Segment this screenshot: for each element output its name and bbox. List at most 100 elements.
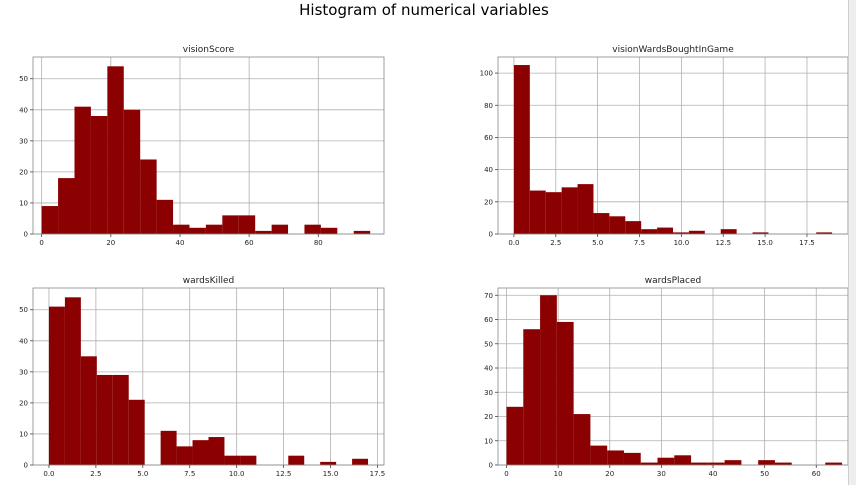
histogram-bar (577, 184, 594, 234)
histogram-bar (140, 159, 157, 234)
x-tick-label: 20 (605, 470, 614, 478)
histogram-bar (74, 106, 91, 234)
histogram-bar (41, 206, 59, 234)
histogram-bar (758, 460, 775, 465)
histogram-bar (724, 460, 742, 465)
y-tick-label: 40 (19, 106, 28, 114)
histogram-bar (720, 229, 737, 234)
y-tick-label: 10 (19, 430, 28, 438)
histogram-bar (657, 227, 673, 234)
axes-frame (497, 287, 848, 466)
x-tick-label: 0 (39, 239, 43, 247)
y-tick-label: 0 (489, 462, 493, 470)
x-tick-label: 2.5 (90, 470, 101, 478)
x-tick-label: 0 (504, 470, 508, 478)
y-tick-label: 70 (484, 292, 493, 300)
x-tick-label: 5.0 (137, 470, 148, 478)
x-tick-label: 15.0 (757, 239, 773, 247)
panel-title: visionScore (183, 45, 235, 55)
x-tick-label: 0.0 (508, 239, 519, 247)
histogram-bar (657, 457, 675, 465)
histogram-bar (255, 230, 272, 234)
y-tick-label: 10 (19, 199, 28, 207)
histogram-bar (513, 65, 530, 234)
histogram-bar (688, 230, 705, 234)
y-tick-label: 50 (19, 75, 28, 83)
histogram-bar (271, 224, 289, 234)
axes-frame (32, 56, 385, 235)
histogram-bar (609, 216, 626, 234)
histogram-bar (816, 232, 833, 234)
window-edge (848, 0, 856, 485)
y-tick-label: 30 (19, 368, 28, 376)
x-tick-label: 60 (812, 470, 821, 478)
histogram-bar (573, 414, 591, 465)
histogram-bar (208, 437, 225, 465)
histogram-panel: 0 20 40 60 80 0 10 20 30 40 50 visionScore (19, 45, 385, 247)
histogram-bar (64, 297, 81, 465)
x-tick-label: 12.5 (276, 470, 292, 478)
y-tick-label: 50 (19, 306, 28, 314)
y-tick-label: 40 (484, 365, 493, 373)
histogram-bar (353, 230, 371, 234)
x-tick-label: 12.5 (715, 239, 731, 247)
histogram-bar (607, 450, 624, 465)
y-tick-label: 80 (484, 102, 493, 110)
histogram-bar (304, 224, 321, 234)
histogram-bar (529, 190, 546, 234)
x-tick-label: 80 (314, 239, 323, 247)
histogram-bar (674, 455, 692, 465)
axes-frame (32, 287, 385, 466)
y-tick-label: 40 (484, 166, 493, 174)
histogram-bar (107, 66, 124, 234)
histogram-bar (222, 215, 239, 234)
histogram-panel: 0.0 2.5 5.0 7.5 10.0 12.5 15.0 17.5 0 10 20 30 40 50 w… (19, 276, 385, 478)
y-tick-label: 0 (489, 231, 493, 239)
histogram-bar (590, 445, 608, 465)
histogram-bar (58, 178, 75, 234)
histogram-bar (352, 458, 369, 465)
panel-title: wardsPlaced (645, 276, 701, 286)
histogram-bar (176, 446, 193, 465)
histogram-panel: 0.0 2.5 5.0 7.5 10.0 12.5 15.0 17.5 0 20 40 60 80 100… (480, 45, 848, 247)
histogram-bar (506, 406, 524, 465)
histogram-bar (561, 187, 578, 234)
histogram-bar (691, 462, 708, 465)
panel-title: visionWardsBoughtInGame (612, 45, 734, 55)
y-tick-label: 20 (19, 399, 28, 407)
histogram-bar (123, 109, 141, 234)
histogram-bar (625, 221, 642, 234)
x-tick-label: 7.5 (634, 239, 645, 247)
histogram-bar (320, 461, 337, 465)
histogram-bar (540, 295, 557, 465)
histogram-bar (545, 192, 562, 234)
histogram-bar (640, 462, 658, 465)
histogram-bar (593, 213, 610, 234)
x-tick-label: 17.5 (370, 470, 386, 478)
histogram-bar (160, 430, 177, 465)
y-tick-label: 40 (19, 337, 28, 345)
histogram-bar (48, 306, 65, 465)
figure-title: Histogram of numerical variables (299, 1, 549, 19)
axes-frame (497, 56, 848, 235)
y-tick-label: 0 (24, 231, 28, 239)
x-tick-label: 0.0 (43, 470, 54, 478)
x-tick-label: 10.0 (674, 239, 690, 247)
histogram-bar (173, 224, 190, 234)
histogram-bar (80, 356, 97, 465)
histogram-bar (224, 455, 241, 465)
histogram-bar (752, 232, 769, 234)
histogram-bar (189, 227, 206, 234)
histogram-bar (96, 374, 113, 465)
histogram-bar (774, 462, 792, 465)
histogram-bar (825, 462, 843, 465)
x-tick-label: 30 (657, 470, 666, 478)
y-tick-label: 20 (484, 413, 493, 421)
x-tick-label: 20 (106, 239, 115, 247)
histogram-bar (523, 329, 541, 465)
y-tick-label: 20 (484, 198, 493, 206)
histogram-bar (112, 374, 129, 465)
histogram-bar (288, 455, 305, 465)
y-tick-label: 100 (480, 70, 493, 78)
